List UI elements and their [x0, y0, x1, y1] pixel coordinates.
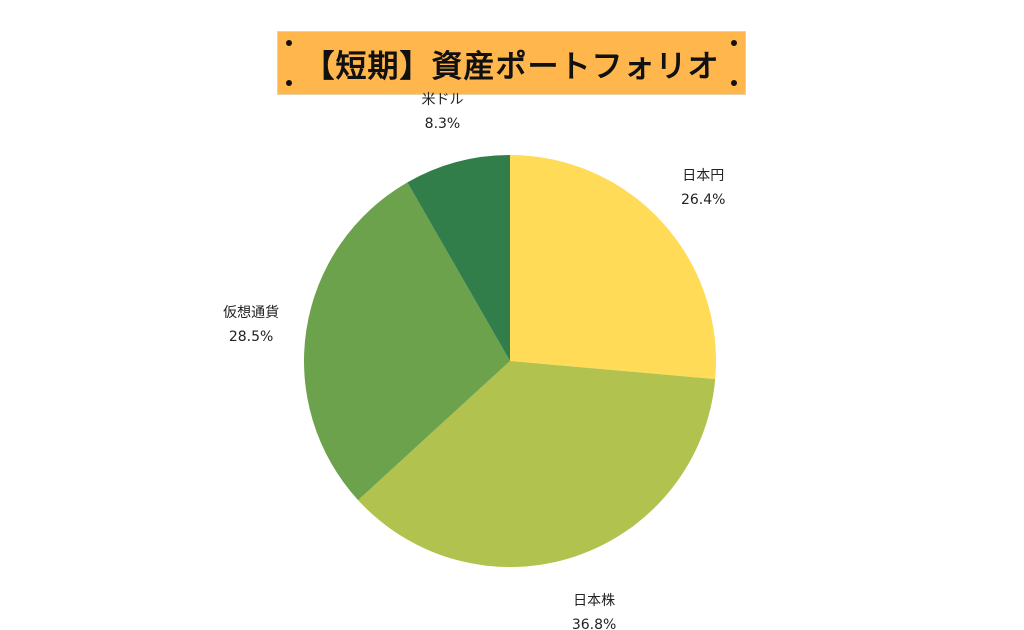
chart-title: 【短期】資産ポートフォリオ	[303, 48, 720, 85]
slice-value-3: 28.5%	[229, 329, 273, 345]
banner-dot-bottom-left	[286, 80, 292, 86]
pie-slice-2	[358, 361, 716, 567]
banner-dot-top-left	[286, 40, 292, 46]
slice-label-1: 日本円	[682, 168, 724, 184]
slice-label-4: 米ドル	[421, 92, 463, 108]
banner-dot-top-right	[731, 40, 737, 46]
title-banner: 【短期】資産ポートフォリオ	[277, 31, 746, 95]
pie-slice-3	[303, 182, 510, 501]
pie-slice-4	[407, 155, 510, 361]
slice-label-2: 日本株	[573, 593, 615, 609]
slice-label-3: 仮想通貨	[223, 304, 279, 321]
slice-value-1: 26.4%	[681, 192, 725, 208]
pie-slice-1	[510, 155, 716, 380]
slice-value-4: 8.3%	[425, 116, 461, 132]
banner-dot-bottom-right	[731, 80, 737, 86]
slice-value-2: 36.8%	[572, 617, 616, 630]
